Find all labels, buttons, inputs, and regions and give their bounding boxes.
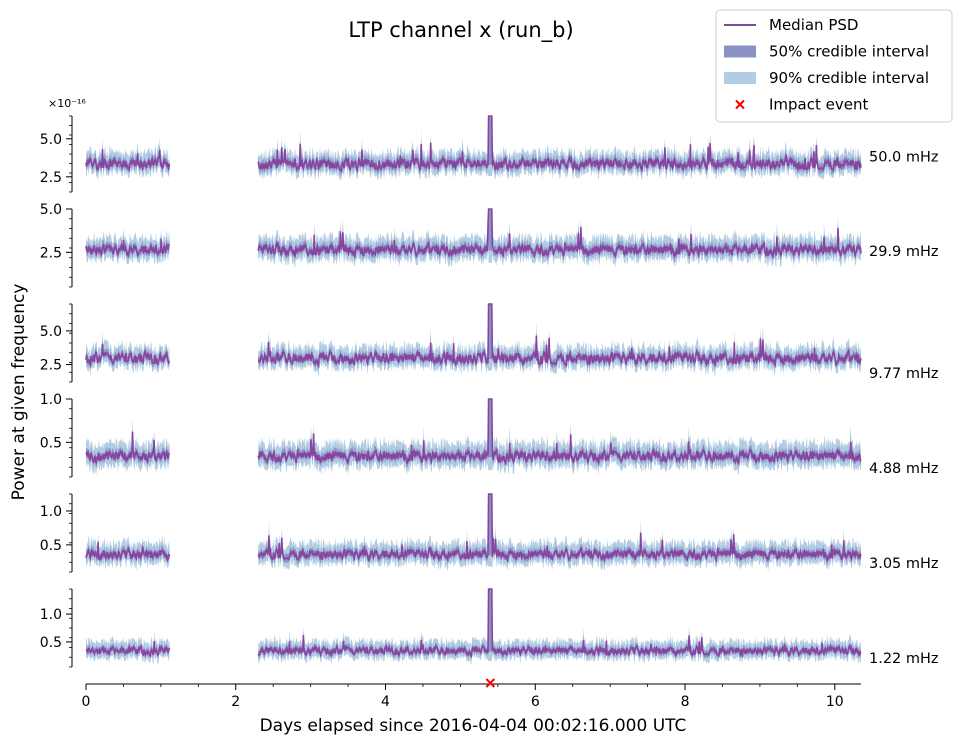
panel-4-ci50-band-seg1 — [86, 427, 170, 468]
panel-6-frequency-label: 1.22 mHz — [869, 651, 939, 667]
legend-label: 50% credible interval — [769, 43, 929, 61]
panel-5-frequency-label: 3.05 mHz — [869, 556, 939, 572]
panel-3-y-tick-label: 2.5 — [40, 358, 62, 374]
x-tick-label: 6 — [531, 694, 540, 710]
panel-2: 2.5 5.0 29.9 mHz — [40, 202, 939, 288]
legend-patch-swatch — [724, 72, 756, 84]
x-axis: 0 2 4 6 8 10 — [82, 678, 861, 710]
panel-2-median-line-seg1 — [85, 238, 171, 259]
panel-6-ci90-band-seg2 — [258, 589, 861, 665]
x-tick-label: 4 — [381, 694, 390, 710]
impact-event-marker — [485, 678, 496, 688]
legend-patch-swatch — [724, 45, 756, 58]
panel-5-y-tick-label: 0.5 — [40, 538, 62, 554]
panel-4: 0.5 1.0 4.88 mHz — [40, 392, 939, 478]
x-axis-label: Days elapsed since 2016-04-04 00:02:16.0… — [260, 716, 687, 736]
panel-4-y-tick-label: 1.0 — [40, 392, 62, 408]
panel-1-ci90-band-seg1 — [86, 138, 170, 181]
panel-4-ci90-band-seg1 — [86, 416, 170, 475]
x-tick-label: 2 — [231, 694, 240, 710]
x-tick-label: 0 — [82, 694, 91, 710]
panel-1-median-line-seg1 — [85, 149, 171, 172]
panel-3-median-line-seg1 — [85, 343, 171, 369]
panel-1-frequency-label: 50.0 mHz — [869, 150, 939, 166]
panel-2-y-tick-label: 2.5 — [40, 245, 62, 261]
panel-1: 2.5 5.0 ×10⁻¹⁶ 50.0 mHz — [40, 97, 939, 193]
panel-4-frequency-label: 4.88 mHz — [869, 461, 939, 477]
panel-6-median-line-seg2 — [257, 588, 862, 659]
legend-label: Median PSD — [769, 16, 858, 34]
panel-3-median-line-seg2 — [257, 303, 862, 369]
legend-entry-2: 50% credible interval — [724, 43, 929, 61]
legend-label: 90% credible interval — [769, 69, 929, 87]
panel-4-median-line-seg2 — [257, 398, 862, 466]
panel-3-ci50-band-seg2 — [258, 304, 861, 370]
panel-6-median-line-seg1 — [85, 641, 171, 659]
panel-3-ci90-band-seg1 — [86, 332, 170, 377]
panel-3-frequency-label: 9.77 mHz — [869, 366, 939, 382]
panel-3-y-tick-label: 5.0 — [40, 324, 62, 340]
panel-1-ci50-band-seg2 — [258, 116, 861, 176]
panel-5-median-line-seg1 — [85, 541, 171, 563]
panel-6-ci90-band-seg1 — [86, 629, 170, 665]
panel-5: 0.5 1.0 3.05 mHz — [40, 493, 939, 573]
legend-entry-3: 90% credible interval — [724, 69, 929, 87]
panel-5-y-tick-label: 1.0 — [40, 504, 62, 520]
legend-entry-1: Median PSD — [724, 16, 858, 34]
panel-3-ci90-band-seg2 — [258, 304, 861, 377]
x-tick-label: 10 — [826, 694, 844, 710]
panel-5-ci50-band-seg2 — [258, 494, 861, 565]
panel-5-median-line-seg2 — [257, 493, 862, 564]
panel-3-ci50-band-seg1 — [86, 338, 170, 370]
legend: Median PSD 50% credible interval 90% credi… — [715, 9, 953, 123]
panel-6: 0.5 1.0 1.22 mHz — [40, 588, 939, 668]
legend-frame — [715, 9, 953, 123]
x-tick-label: 8 — [681, 694, 690, 710]
legend-label: Impact event — [769, 96, 868, 114]
panel-1-y-tick-label: 5.0 — [40, 132, 62, 148]
panel-2-y-tick-label: 5.0 — [40, 202, 62, 218]
panel-2-median-line-seg2 — [257, 208, 862, 259]
panel-6-y-tick-label: 0.5 — [40, 635, 62, 651]
panel-2-ci90-band-seg2 — [258, 209, 861, 268]
panel-1-y-tick-label: 2.5 — [40, 170, 62, 186]
chart-title: LTP channel x (run_b) — [348, 18, 573, 43]
panel-4-y-tick-label: 0.5 — [40, 435, 62, 451]
y-axis-label: Power at given frequency — [9, 284, 29, 501]
panel-4-median-line-seg1 — [85, 431, 171, 466]
panels-group: 2.5 5.0 ×10⁻¹⁶ 50.0 mHz 2.5 5.0 29.9 mHz 2.5 5.0… — [40, 97, 939, 668]
panel-4-ci50-band-seg2 — [258, 399, 861, 468]
panel-6-y-tick-label: 1.0 — [40, 607, 62, 623]
legend-entry-4: Impact event — [735, 96, 868, 114]
panel-3: 2.5 5.0 9.77 mHz — [40, 303, 939, 383]
panel-2-frequency-label: 29.9 mHz — [869, 244, 939, 260]
panel-1-offset-text: ×10⁻¹⁶ — [48, 97, 86, 110]
panel-1-median-line-seg2 — [257, 115, 862, 173]
